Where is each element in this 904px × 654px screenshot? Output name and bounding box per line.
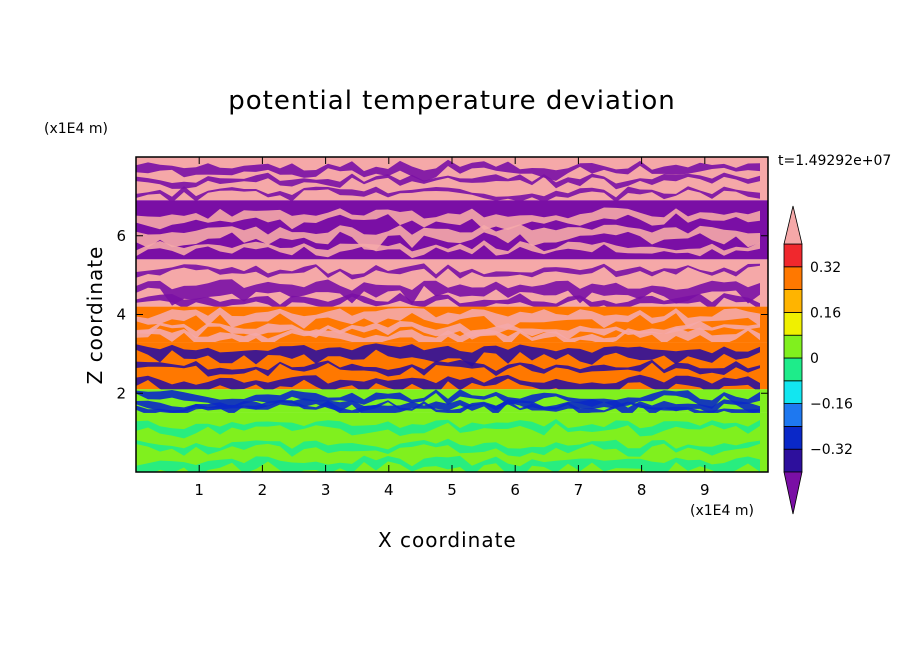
colorbar-swatch <box>783 425 803 450</box>
y-tick-label: 6 <box>116 227 126 245</box>
y-axis-label: Z coordinate <box>83 245 107 385</box>
field-streak <box>136 398 760 418</box>
colorbar-tick-label: 0.32 <box>810 260 841 276</box>
y-axis-unit: (x1E4 m) <box>44 121 108 137</box>
x-tick-label: 5 <box>447 481 457 499</box>
field-streak <box>136 263 760 280</box>
field-streak <box>136 400 760 416</box>
field-streak <box>136 307 760 330</box>
colorbar-extend-max <box>783 205 803 245</box>
colorbar-tick-label: −0.32 <box>810 442 853 458</box>
y-tick-label: 4 <box>116 306 126 324</box>
colorbar-swatch <box>783 448 803 473</box>
x-tick-label: 8 <box>637 481 647 499</box>
x-tick-label: 2 <box>258 481 268 499</box>
colorbar-swatch <box>783 403 803 427</box>
field-streak <box>136 159 760 182</box>
field-streak <box>136 279 760 306</box>
field-streak <box>136 359 760 377</box>
field-streak <box>136 419 760 439</box>
x-axis-unit: (x1E4 m) <box>690 503 754 519</box>
field-streak <box>136 186 760 203</box>
field-streak <box>136 343 760 367</box>
x-tick-label: 3 <box>321 481 331 499</box>
colorbar-extend-min <box>783 471 803 515</box>
y-axis: 2 4 6 <box>116 227 768 402</box>
x-axis: 1 2 3 4 5 6 7 8 9 <box>194 157 710 499</box>
field-streak <box>136 327 760 347</box>
field-streak <box>136 292 760 313</box>
field-streak <box>136 172 760 190</box>
field-streak <box>136 224 760 251</box>
field-streak <box>136 438 760 457</box>
colorbar: 0.32 0.16 0 −0.16 −0.32 <box>783 205 853 515</box>
colorbar-tick-label: 0 <box>810 351 819 367</box>
colorbar-tick-label: 0.16 <box>810 305 841 321</box>
chart-title: potential temperature deviation <box>228 86 676 116</box>
field-streak <box>136 240 760 259</box>
x-tick-label: 9 <box>700 481 710 499</box>
x-axis-label: X coordinate <box>378 528 517 552</box>
colorbar-swatch <box>783 266 803 290</box>
x-tick-label: 6 <box>510 481 520 499</box>
x-tick-label: 7 <box>574 481 584 499</box>
colorbar-swatch <box>783 311 803 336</box>
colorbar-swatch <box>783 243 803 268</box>
field-streak <box>136 389 760 409</box>
colorbar-swatch <box>783 334 803 359</box>
contour-field <box>136 157 768 472</box>
field-streak <box>136 455 760 472</box>
x-tick-label: 4 <box>384 481 394 499</box>
colorbar-swatch <box>783 289 803 313</box>
colorbar-tick-label: −0.16 <box>810 397 853 413</box>
colorbar-swatch <box>783 357 803 382</box>
x-tick-label: 1 <box>194 481 204 499</box>
time-label: t=1.49292e+07 <box>778 153 892 169</box>
field-streak <box>136 207 760 231</box>
colorbar-swatch <box>783 380 803 404</box>
y-tick-label: 2 <box>116 384 126 402</box>
